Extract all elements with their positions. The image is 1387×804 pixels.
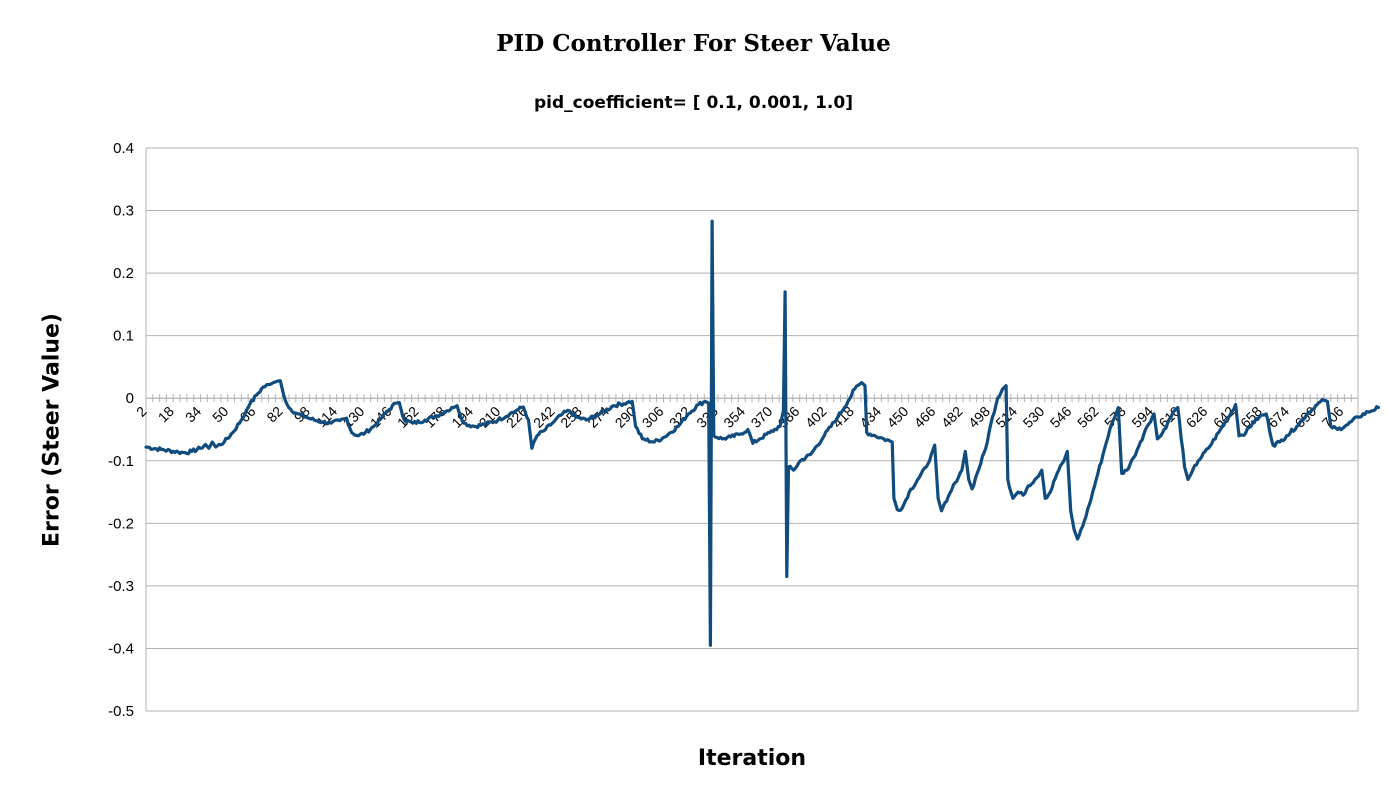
- x-tick-label: 162: [394, 403, 422, 431]
- x-tick-label: 34: [182, 403, 204, 425]
- x-tick-label: 354: [720, 403, 748, 431]
- y-tick-label: -0.4: [108, 640, 134, 657]
- y-axis-label: Error (Steer Value): [39, 313, 65, 547]
- x-tick-label: 50: [209, 403, 231, 425]
- x-tick-label: 2: [133, 403, 150, 420]
- y-tick-label: 0.3: [113, 203, 134, 220]
- x-tick-label: 530: [1020, 403, 1048, 431]
- x-tick-label: 434: [856, 403, 884, 431]
- x-axis-label: Iteration: [697, 746, 807, 771]
- x-tick-label: 626: [1183, 403, 1211, 431]
- y-tick-label: -0.3: [108, 578, 134, 595]
- x-tick-label: 370: [748, 403, 776, 431]
- x-tick-label: 130: [340, 403, 368, 431]
- x-tick-label: 18: [155, 403, 177, 425]
- y-tick-label: 0.1: [113, 328, 134, 345]
- series-line: [144, 219, 1380, 647]
- y-tick-label: 0.4: [113, 140, 134, 157]
- chart-title: PID Controller For Steer Value: [496, 30, 891, 57]
- x-tick-label: 562: [1074, 403, 1102, 431]
- x-tick-label: 482: [938, 403, 966, 431]
- x-tick-label: 546: [1047, 403, 1075, 431]
- chart-subtitle: pid_coefficient= [ 0.1, 0.001, 1.0]: [534, 93, 853, 113]
- y-tick-label: -0.1: [108, 453, 134, 470]
- y-tick-label: 0: [126, 390, 134, 407]
- x-tick-label: 82: [263, 403, 285, 425]
- y-tick-label: -0.2: [108, 515, 134, 532]
- x-tick-label: 402: [802, 403, 830, 431]
- x-tick-label: 114: [313, 403, 340, 430]
- x-tick-label: 306: [639, 403, 667, 431]
- x-tick-label: 242: [530, 403, 558, 431]
- y-tick-label: 0.2: [113, 265, 134, 282]
- y-tick-label: -0.5: [108, 703, 134, 720]
- x-tick-label: 450: [884, 403, 912, 431]
- x-tick-label: 466: [911, 403, 939, 431]
- x-tick-label: 274: [584, 403, 612, 431]
